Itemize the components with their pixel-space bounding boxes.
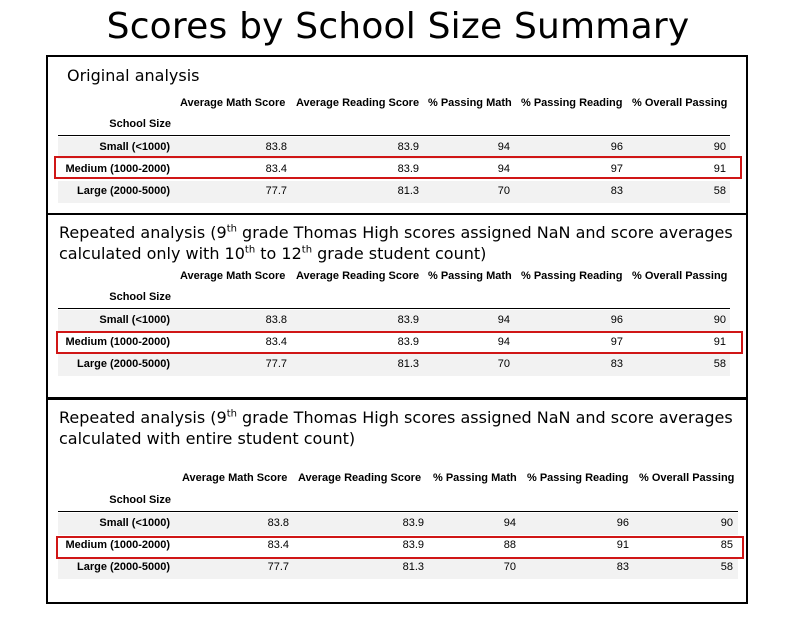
table-row: Medium (1000-2000) 83.4 83.9 88 91 85	[58, 535, 738, 557]
header-rule	[58, 135, 730, 136]
table-cell: 90	[713, 141, 726, 153]
table-cell: 81.3	[402, 561, 424, 573]
row-label: Medium (1000-2000)	[65, 336, 170, 348]
column-header: % Passing Math	[428, 97, 512, 109]
table-cell: 83	[616, 561, 629, 573]
table-cell: 70	[497, 358, 510, 370]
summary-table: Average Math Score Average Reading Score…	[58, 270, 738, 378]
header-rule	[58, 308, 730, 309]
column-header: Average Reading Score	[298, 472, 422, 484]
column-header: % Passing Reading	[527, 472, 629, 484]
table-cell: 90	[720, 517, 733, 529]
summary-table: Average Math Score Average Reading Score…	[58, 97, 738, 205]
row-label: Large (2000-5000)	[77, 185, 170, 197]
table-cell: 83.9	[402, 517, 424, 529]
index-name: School Size	[109, 291, 171, 303]
column-header: Average Math Score	[180, 97, 286, 109]
index-name: School Size	[109, 494, 171, 506]
table-cell: 83	[610, 358, 623, 370]
row-label: Medium (1000-2000)	[65, 539, 170, 551]
table-cell: 94	[503, 517, 516, 529]
header-rule	[58, 511, 738, 512]
table-cell: 58	[720, 561, 733, 573]
column-header: % Passing Reading	[521, 97, 623, 109]
column-header: Average Math Score	[182, 472, 288, 484]
table-row: Medium (1000-2000) 83.4 83.9 94 97 91	[58, 159, 730, 181]
column-header: Average Reading Score	[296, 270, 420, 282]
page-title: Scores by School Size Summary	[106, 6, 690, 47]
repeated-analysis-panel-2: Repeated analysis (9th grade Thomas High…	[46, 398, 748, 604]
table-cell: 97	[610, 336, 623, 348]
table-cell: 94	[497, 141, 510, 153]
table-cell: 81.3	[397, 185, 419, 197]
table-cell: 94	[497, 314, 510, 326]
table-cell: 83.9	[397, 314, 419, 326]
table-cell: 83.9	[397, 163, 419, 175]
panel-caption: Repeated analysis (9th grade Thomas High…	[59, 223, 733, 263]
table-cell: 83.4	[265, 163, 287, 175]
table-cell: 96	[616, 517, 629, 529]
table-cell: 83.9	[397, 336, 419, 348]
table-cell: 83	[610, 185, 623, 197]
table-cell: 58	[713, 358, 726, 370]
table-cell: 83.8	[265, 141, 287, 153]
table-cell: 96	[610, 141, 623, 153]
table-cell: 97	[610, 163, 623, 175]
repeated-analysis-panel-1: Repeated analysis (9th grade Thomas High…	[46, 213, 748, 399]
table-cell: 90	[713, 314, 726, 326]
row-label: Large (2000-5000)	[77, 358, 170, 370]
table-cell: 77.7	[265, 358, 287, 370]
panel-caption: Repeated analysis (9th grade Thomas High…	[59, 408, 733, 448]
table-cell: 81.3	[397, 358, 419, 370]
row-label: Small (<1000)	[99, 314, 170, 326]
column-header: Average Reading Score	[296, 97, 420, 109]
table-cell: 77.7	[267, 561, 289, 573]
row-label: Small (<1000)	[99, 141, 170, 153]
table-cell: 83.9	[397, 141, 419, 153]
row-label: Medium (1000-2000)	[65, 163, 170, 175]
table-cell: 77.7	[265, 185, 287, 197]
index-name: School Size	[109, 118, 171, 130]
table-row: Large (2000-5000) 77.7 81.3 70 83 58	[58, 181, 730, 203]
table-cell: 88	[503, 539, 516, 551]
highlight-box	[56, 331, 743, 354]
table-row: Small (<1000) 83.8 83.9 94 96 90	[58, 513, 738, 535]
table-cell: 94	[497, 163, 510, 175]
table-cell: 96	[610, 314, 623, 326]
panel-caption: Original analysis	[67, 66, 200, 85]
table-cell: 83.8	[267, 517, 289, 529]
table-cell: 83.4	[267, 539, 289, 551]
table-cell: 85	[720, 539, 733, 551]
table-row: Large (2000-5000) 77.7 81.3 70 83 58	[58, 557, 738, 579]
column-header: % Passing Math	[428, 270, 512, 282]
table-cell: 94	[497, 336, 510, 348]
table-cell: 91	[713, 163, 726, 175]
table-row: Small (<1000) 83.8 83.9 94 96 90	[58, 310, 730, 332]
column-header: % Overall Passing	[639, 472, 735, 484]
table-row: Small (<1000) 83.8 83.9 94 96 90	[58, 137, 730, 159]
table-cell: 70	[503, 561, 516, 573]
highlight-box	[54, 156, 742, 179]
row-label: Large (2000-5000)	[77, 561, 170, 573]
column-header: Average Math Score	[180, 270, 286, 282]
table-cell: 83.9	[402, 539, 424, 551]
table-cell: 70	[497, 185, 510, 197]
column-header: % Passing Reading	[521, 270, 623, 282]
table-cell: 91	[713, 336, 726, 348]
column-header: % Overall Passing	[632, 97, 728, 109]
highlight-box	[56, 536, 744, 559]
table-row: Medium (1000-2000) 83.4 83.9 94 97 91	[58, 332, 730, 354]
row-label: Small (<1000)	[99, 517, 170, 529]
table-cell: 83.4	[265, 336, 287, 348]
column-header: % Overall Passing	[632, 270, 728, 282]
column-header: % Passing Math	[433, 472, 517, 484]
summary-table: Average Math Score Average Reading Score…	[58, 472, 746, 580]
table-cell: 91	[616, 539, 629, 551]
table-cell: 83.8	[265, 314, 287, 326]
table-cell: 58	[713, 185, 726, 197]
original-analysis-panel: Original analysis Average Math Score Ave…	[46, 55, 748, 215]
table-row: Large (2000-5000) 77.7 81.3 70 83 58	[58, 354, 730, 376]
